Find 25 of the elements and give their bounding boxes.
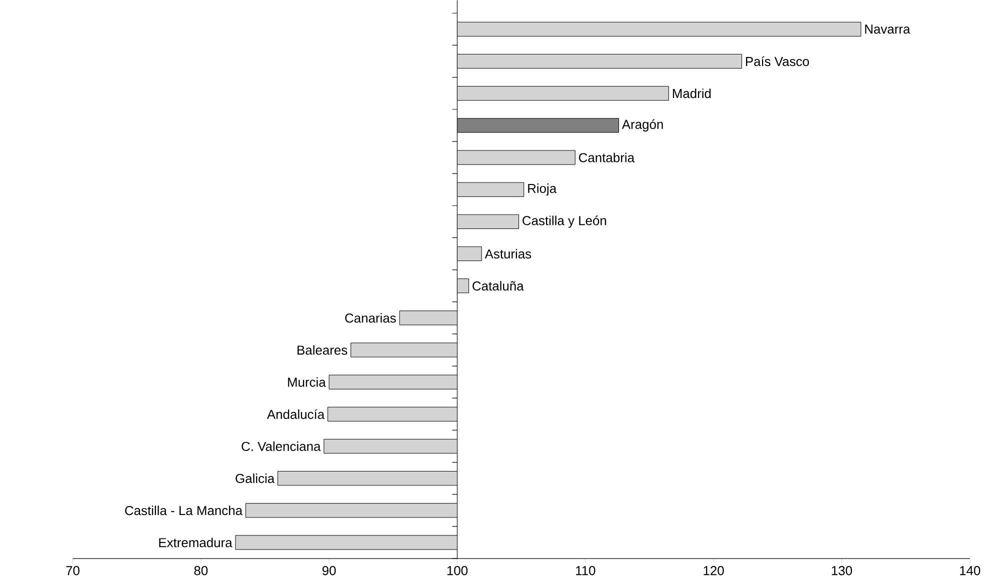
y-tick-label: Baleares [298,345,348,355]
x-tick-label: 110 [576,566,596,576]
y-tick-label: Castilla - La Mancha [125,506,243,516]
y-tick-label: Andalucía [266,410,325,420]
x-tick-label: 140 [960,566,980,576]
y-tick-label: Galicia [236,474,275,484]
x-tick-label: 120 [704,566,724,576]
x-tick-label: 130 [832,566,852,576]
y-tick-label: Aragón [622,120,663,132]
y-tick-label: Murcia [288,378,326,388]
y-tick-label: C. Valenciana [242,442,321,452]
y-tick-label: Canarias [345,313,396,323]
x-tick-label: 100 [447,566,468,576]
y-tick-label: Cataluña [472,281,524,291]
y-tick-label: Navarra [865,24,910,34]
y-tick-label: Castilla y León [522,216,606,228]
y-tick-label: Asturias [484,249,532,259]
y-tick-label: Cantabria [578,152,635,162]
y-tick-label: Extremadura [159,538,232,548]
x-tick-label: 90 [322,566,336,576]
x-tick-label: 80 [194,566,208,576]
y-tick-label: País Vasco [746,56,809,66]
y-tick-label: Madrid [672,88,711,98]
x-tick-label: 70 [66,566,80,576]
y-tick-label: Rioja [528,184,557,196]
